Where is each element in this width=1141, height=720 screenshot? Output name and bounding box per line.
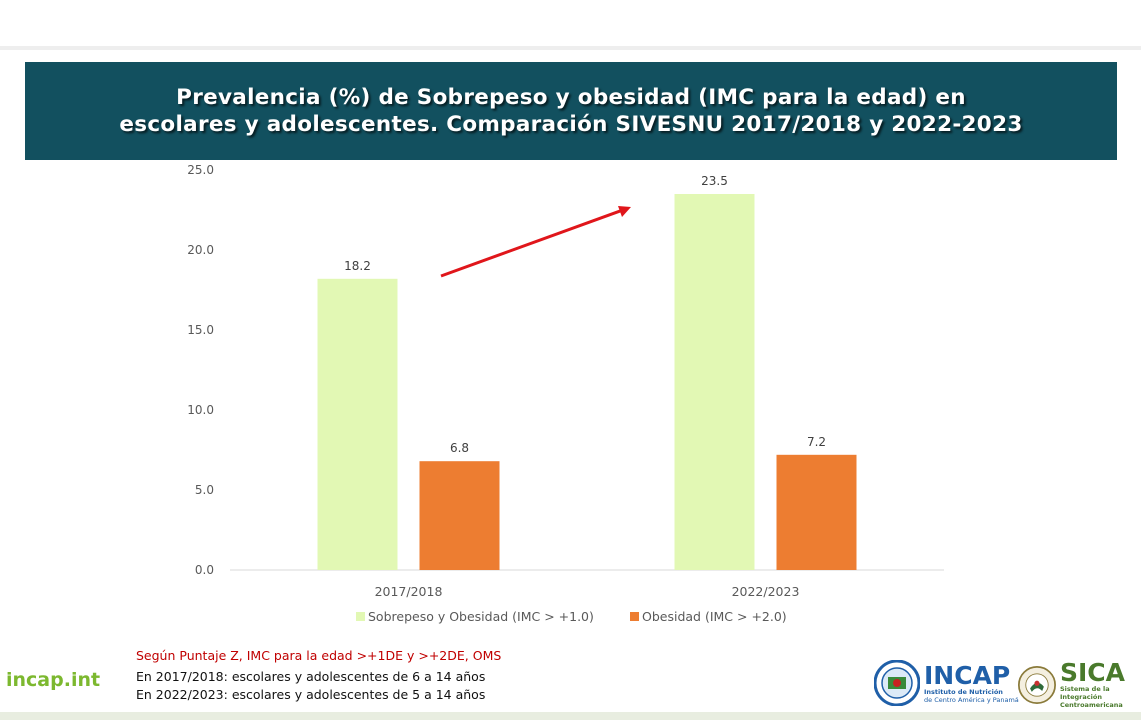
chart-title: Prevalencia (%) de Sobrepeso y obesidad … bbox=[119, 85, 1023, 137]
bar-2022-2023-series-2 bbox=[776, 454, 857, 570]
sica-seal-icon bbox=[1018, 665, 1056, 704]
legend-swatch-2 bbox=[630, 612, 639, 621]
y-tick-label: 5.0 bbox=[195, 483, 214, 497]
incap-name: INCAP bbox=[924, 660, 1011, 690]
legend-label-1: Sobrepeso y Obesidad (IMC > +1.0) bbox=[368, 609, 594, 624]
data-label: 7.2 bbox=[807, 435, 826, 449]
sample-note-2022: En 2022/2023: escolares y adolescentes d… bbox=[136, 687, 486, 702]
data-label: 18.2 bbox=[344, 259, 371, 273]
legend-swatch-1 bbox=[356, 612, 365, 621]
sica-logo: SICA Sistema de la Integración Centroame… bbox=[1018, 660, 1141, 709]
legend-label-2: Obesidad (IMC > +2.0) bbox=[642, 609, 787, 624]
y-tick-label: 0.0 bbox=[195, 563, 214, 577]
trend-arrow-head bbox=[618, 206, 631, 217]
incap-seal-icon bbox=[874, 660, 920, 706]
trend-arrow-line bbox=[440, 208, 623, 278]
bar-2017-2018-series-2 bbox=[419, 461, 500, 570]
title-banner: Prevalencia (%) de Sobrepeso y obesidad … bbox=[25, 62, 1117, 160]
bar-2017-2018-series-1 bbox=[317, 278, 398, 570]
x-tick-label: 2022/2023 bbox=[732, 584, 800, 599]
criteria-note: Según Puntaje Z, IMC para la edad >+1DE … bbox=[136, 648, 502, 663]
website-link[interactable]: incap.int bbox=[6, 669, 101, 691]
y-tick-label: 15.0 bbox=[187, 323, 214, 337]
bar-2022-2023-series-1 bbox=[674, 194, 755, 570]
y-tick-label: 20.0 bbox=[187, 243, 214, 257]
incap-logo: INCAP Instituto de Nutrición de Centro A… bbox=[874, 660, 1019, 706]
x-tick-label: 2017/2018 bbox=[375, 584, 443, 599]
footer-band bbox=[0, 712, 1141, 720]
sica-sub2: Centroamericana bbox=[1059, 701, 1123, 709]
sica-name: SICA bbox=[1059, 658, 1125, 687]
y-tick-label: 25.0 bbox=[187, 163, 214, 177]
sica-sub1: Sistema de la Integración bbox=[1059, 685, 1110, 701]
incap-sub2: de Centro América y Panamá bbox=[924, 695, 1019, 704]
data-label: 23.5 bbox=[701, 174, 728, 188]
y-tick-label: 10.0 bbox=[187, 403, 214, 417]
top-rule bbox=[0, 46, 1141, 50]
data-label: 6.8 bbox=[450, 441, 469, 455]
incap-sub1: Instituto de Nutrición bbox=[924, 687, 1003, 696]
sample-note-2017: En 2017/2018: escolares y adolescentes d… bbox=[136, 669, 486, 684]
